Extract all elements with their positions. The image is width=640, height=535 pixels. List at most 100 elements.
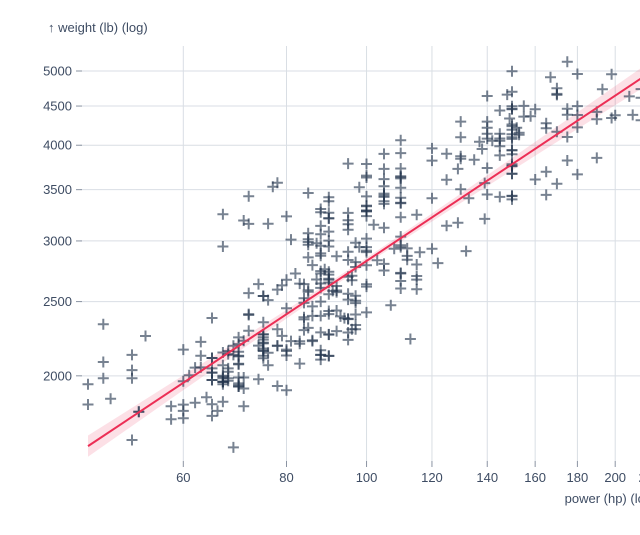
data-point: [395, 134, 407, 146]
x-tick-label: 140: [476, 470, 498, 485]
data-point: [253, 373, 264, 385]
data-point: [195, 336, 207, 348]
data-point: [315, 250, 327, 262]
data-point: [285, 234, 297, 246]
data-point: [257, 290, 269, 302]
data-point: [306, 334, 318, 346]
regression-line: [87, 77, 640, 447]
data-point: [411, 209, 423, 221]
data-point: [243, 309, 255, 321]
data-point: [177, 412, 189, 424]
data-point: [331, 285, 343, 296]
data-point: [635, 88, 640, 91]
data-point: [281, 302, 292, 314]
scatter-plot-canvas: 60 80 100 120 140 160 180 200 220 2000 2500 3000 350…: [43, 46, 640, 485]
data-point: [189, 397, 201, 409]
data-point: [481, 133, 493, 145]
data-point: [243, 325, 255, 337]
data-point: [361, 190, 372, 202]
data-point: [238, 400, 250, 412]
data-point: [298, 324, 310, 336]
data-point: [243, 287, 255, 299]
data-point: [306, 300, 318, 312]
data-point: [350, 256, 362, 268]
data-point: [635, 96, 640, 99]
data-point: [201, 391, 212, 403]
data-point: [486, 135, 498, 147]
data-point: [506, 100, 518, 112]
data-point: [238, 215, 250, 226]
data-point: [395, 211, 407, 223]
data-point: [361, 200, 372, 212]
data-point: [518, 100, 530, 112]
data-point: [323, 308, 335, 320]
data-point: [206, 398, 218, 410]
data-point: [342, 158, 354, 170]
data-point: [529, 174, 541, 185]
data-point: [243, 190, 255, 202]
data-point: [233, 350, 245, 362]
data-point: [206, 352, 218, 364]
data-point: [361, 245, 372, 257]
data-point: [441, 220, 453, 232]
data-point: [217, 241, 229, 252]
data-point: [315, 296, 327, 308]
data-point: [195, 350, 207, 362]
data-point: [271, 340, 283, 352]
y-axis-title: ↑ weight (lb) (log): [48, 20, 148, 35]
data-point: [361, 210, 372, 222]
y-tick-label: 4000: [43, 138, 72, 153]
data-point: [395, 172, 407, 184]
data-point: [452, 217, 464, 229]
data-point: [551, 88, 563, 100]
data-point: [635, 119, 640, 122]
data-point: [371, 254, 383, 266]
data-point: [460, 245, 472, 257]
data-point: [571, 168, 583, 180]
data-point: [426, 192, 438, 204]
data-point: [378, 258, 390, 270]
data-point: [342, 218, 354, 230]
data-point: [479, 213, 491, 225]
data-point: [298, 313, 310, 325]
data-point: [361, 158, 372, 170]
y-tick-label: 3500: [43, 182, 72, 197]
data-point: [126, 372, 138, 384]
data-point: [331, 305, 343, 316]
data-point: [353, 241, 365, 253]
data-point: [361, 233, 372, 245]
data-point: [395, 283, 407, 294]
data-point: [506, 144, 518, 156]
data-point: [506, 193, 518, 205]
data-point: [140, 330, 151, 342]
data-point: [426, 243, 438, 255]
data-point: [206, 374, 218, 386]
data-point: [126, 349, 138, 361]
data-point: [276, 279, 288, 291]
data-point: [395, 241, 407, 253]
data-point: [368, 219, 380, 231]
data-point: [506, 124, 518, 136]
data-point: [481, 90, 493, 102]
data-point: [323, 266, 335, 278]
data-point: [212, 405, 223, 417]
data-point: [378, 180, 390, 192]
data-point: [404, 333, 416, 345]
data-point: [426, 142, 438, 154]
data-point: [238, 383, 250, 394]
data-point: [561, 109, 573, 121]
data-point: [395, 147, 407, 159]
data-point: [481, 162, 493, 174]
data-point: [395, 267, 407, 279]
data-point: [463, 192, 475, 204]
data-point: [551, 178, 563, 190]
data-point: [350, 323, 362, 335]
data-point: [165, 400, 177, 412]
data-point: [97, 318, 109, 330]
data-point: [529, 103, 541, 115]
data-point: [257, 316, 269, 328]
data-point: [378, 222, 390, 234]
data-point: [596, 83, 608, 95]
data-point: [455, 131, 467, 143]
data-point: [331, 250, 343, 262]
